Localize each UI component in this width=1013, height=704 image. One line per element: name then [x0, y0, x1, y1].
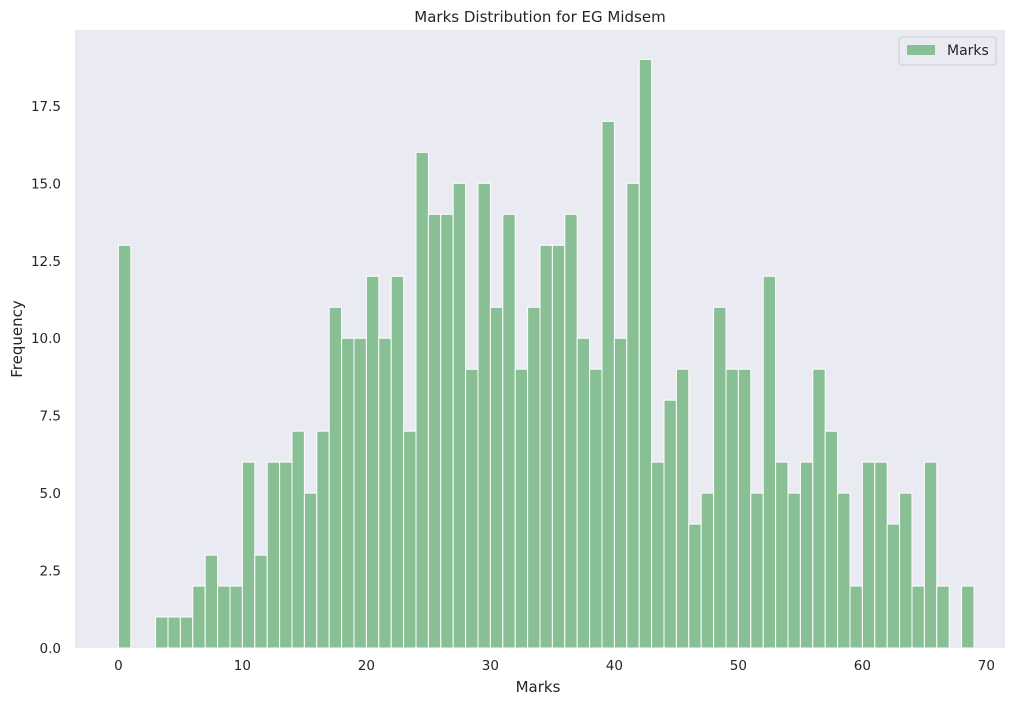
y-tick-label: 2.5 — [40, 564, 61, 580]
histogram-bar — [316, 430, 330, 649]
histogram-bar — [452, 182, 467, 649]
histogram-bar — [229, 585, 243, 649]
y-tick-label: 5.0 — [40, 486, 61, 502]
histogram-bar — [837, 492, 851, 649]
histogram-bar — [328, 306, 343, 649]
y-axis-title: Frequency — [8, 300, 26, 378]
y-tick-labels: 0.0 2.5 5.0 7.5 10.0 12.5 15.0 17.5 — [31, 99, 61, 657]
x-tick-label: 10 — [234, 658, 251, 674]
histogram-bar — [390, 275, 405, 649]
y-tick-label: 0.0 — [40, 641, 61, 657]
y-tick-label: 15.0 — [31, 176, 61, 192]
histogram-bar — [936, 585, 950, 649]
histogram-bar — [241, 461, 256, 649]
histogram-bar — [613, 337, 628, 649]
x-tick-label: 70 — [978, 658, 995, 674]
x-tick-labels: 0 10 20 30 40 50 60 70 — [114, 658, 995, 674]
histogram-bar — [440, 213, 454, 649]
histogram-bar — [155, 616, 169, 649]
legend: Marks — [898, 36, 997, 66]
x-tick-label: 20 — [358, 658, 375, 674]
x-axis-title: Marks — [516, 678, 561, 696]
legend-label: Marks — [947, 43, 989, 59]
histogram-bar — [477, 182, 491, 649]
histogram-bar — [861, 461, 876, 649]
histogram-bar — [812, 368, 826, 649]
histogram-bar — [167, 616, 181, 649]
histogram-bar — [700, 492, 715, 649]
histogram-bar — [725, 368, 739, 649]
histogram-bar — [886, 523, 901, 649]
histogram-bar — [353, 337, 367, 649]
histogram-bar — [589, 368, 603, 649]
histogram-bar — [279, 461, 293, 649]
histogram-bar — [675, 368, 690, 649]
histogram-bar — [874, 461, 888, 649]
histogram-bar — [427, 213, 442, 649]
histogram-bar — [799, 461, 814, 649]
histogram-bar — [303, 492, 318, 649]
histogram-bar — [254, 554, 268, 649]
histogram-bar — [638, 58, 653, 649]
y-tick-label: 7.5 — [40, 409, 61, 425]
histogram-bar — [762, 275, 777, 649]
histogram-bar — [651, 461, 665, 649]
legend-box — [898, 36, 997, 66]
histogram-bar — [564, 213, 578, 649]
histogram-bar — [527, 306, 541, 649]
y-tick-label: 12.5 — [31, 254, 61, 270]
legend-swatch — [907, 45, 935, 55]
x-tick-label: 30 — [482, 658, 499, 674]
chart-title: Marks Distribution for EG Midsem — [414, 8, 665, 26]
histogram-bar — [502, 213, 516, 649]
histogram-bar — [713, 306, 727, 649]
histogram-bar — [465, 368, 479, 649]
histogram-bar — [824, 430, 839, 649]
x-tick-label: 50 — [730, 658, 747, 674]
x-tick-label: 60 — [854, 658, 871, 674]
histogram-bar — [266, 461, 281, 649]
histogram-bar — [217, 585, 231, 649]
bars-group — [117, 58, 975, 649]
histogram-bar — [204, 554, 219, 649]
histogram-bar — [775, 461, 789, 649]
x-tick-label: 0 — [114, 658, 123, 674]
histogram-bar — [923, 461, 938, 649]
histogram-bar — [192, 585, 206, 649]
histogram-bar — [911, 585, 925, 649]
histogram-bar — [341, 337, 355, 649]
histogram-bar — [489, 306, 504, 649]
histogram-bar — [291, 430, 305, 649]
histogram-bar — [378, 337, 392, 649]
histogram-bar — [117, 244, 132, 649]
histogram-bar — [551, 244, 566, 649]
y-tick-label: 10.0 — [31, 331, 61, 347]
histogram-bar — [787, 492, 801, 649]
histogram-bar — [601, 120, 615, 649]
histogram-bar — [961, 585, 975, 649]
histogram-bar — [576, 337, 591, 649]
histogram-bar — [899, 492, 913, 649]
histogram-bar — [688, 523, 702, 649]
histogram-bar — [539, 244, 553, 649]
histogram-bar — [179, 616, 194, 649]
histogram-bar — [737, 368, 752, 649]
histogram-bar — [403, 430, 417, 649]
histogram-bar — [663, 399, 677, 649]
x-tick-label: 40 — [606, 658, 623, 674]
histogram-bar — [365, 275, 380, 649]
histogram-bar — [750, 492, 764, 649]
histogram-bar — [849, 585, 863, 649]
histogram-bar — [415, 151, 429, 649]
y-tick-label: 17.5 — [31, 99, 61, 115]
histogram-bar — [626, 182, 640, 649]
histogram-bar — [514, 368, 529, 649]
